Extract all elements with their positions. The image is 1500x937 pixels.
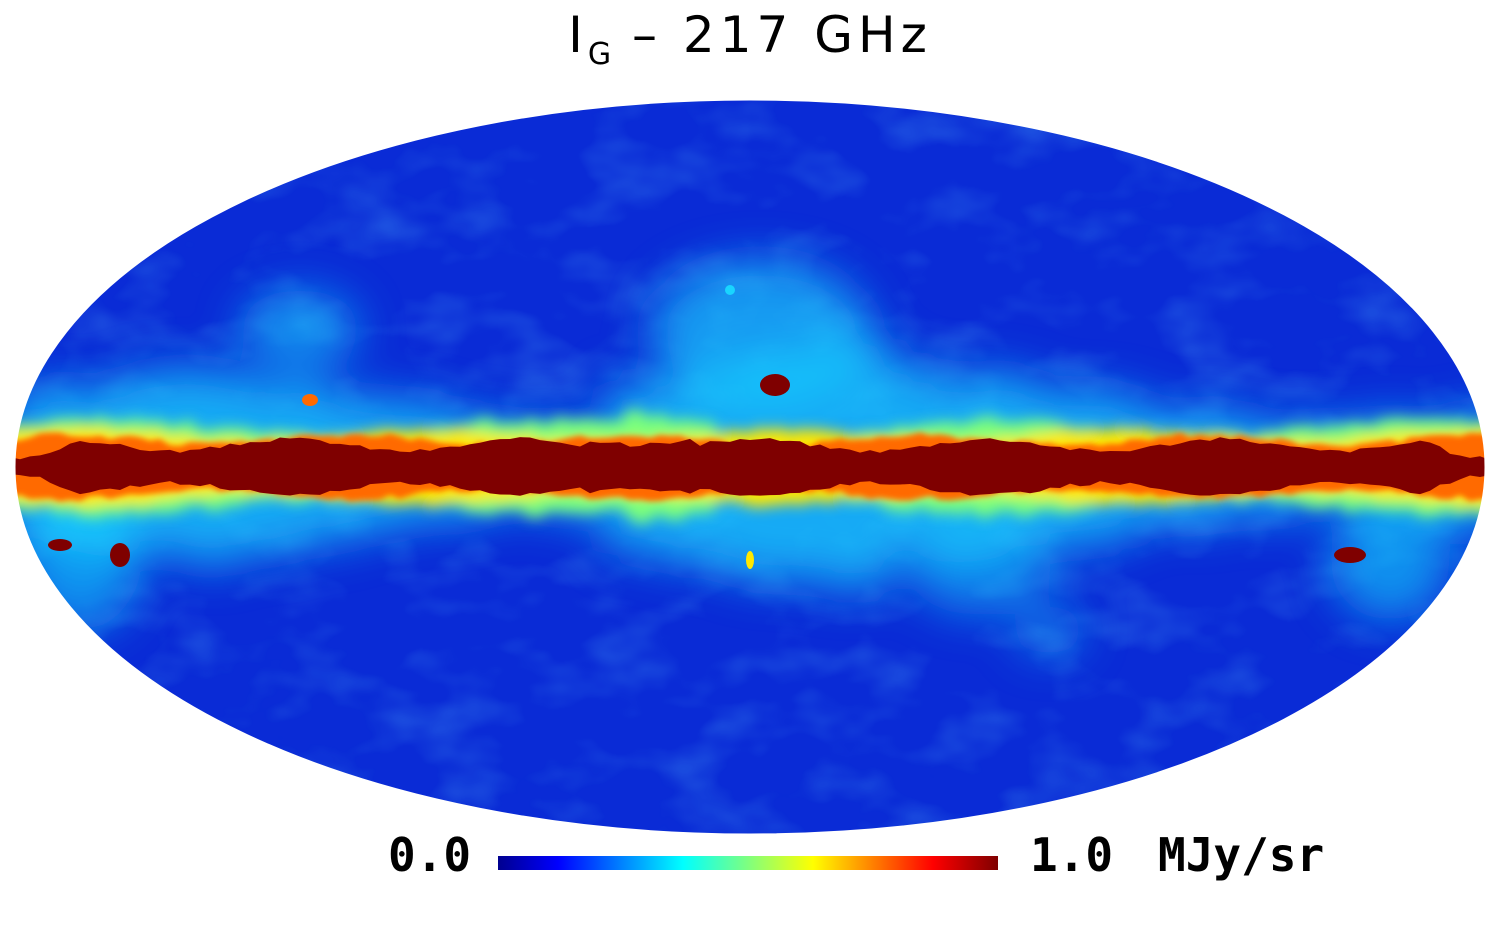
south-cloud-small (1015, 605, 1085, 655)
southern-filament-knot (746, 551, 754, 569)
northern-knot (725, 285, 735, 295)
title-frequency: – 217 GHz (611, 6, 932, 64)
north-polar-spur-cloud (650, 260, 870, 400)
southern-clump-west (110, 543, 130, 567)
map-outline (14, 99, 1486, 835)
south-cloud-far-east (1330, 500, 1450, 620)
title-subscript: G (587, 37, 612, 72)
north-cloud-west (240, 290, 360, 370)
galactic-plane-core (15, 437, 1485, 496)
orion-region-clump (760, 374, 790, 396)
colorbar (498, 856, 998, 870)
colorbar-max-label: 1.0 (1030, 828, 1114, 882)
northern-knot-west (302, 394, 318, 406)
southern-clump-east (1334, 547, 1366, 563)
colorbar-gradient (498, 856, 998, 870)
map-title: IG – 217 GHz (0, 6, 1500, 72)
southern-clump-edge (48, 539, 72, 551)
colorbar-unit-label: MJy/sr (1158, 828, 1325, 882)
colorbar-min-label: 0.0 (388, 828, 472, 882)
plane-knot-east (1244, 460, 1276, 480)
core-band (15, 437, 1485, 496)
south-cloud-east (910, 525, 1050, 615)
map-disc (15, 100, 1485, 834)
title-symbol: I (568, 6, 588, 64)
compact-sources (48, 285, 1366, 569)
